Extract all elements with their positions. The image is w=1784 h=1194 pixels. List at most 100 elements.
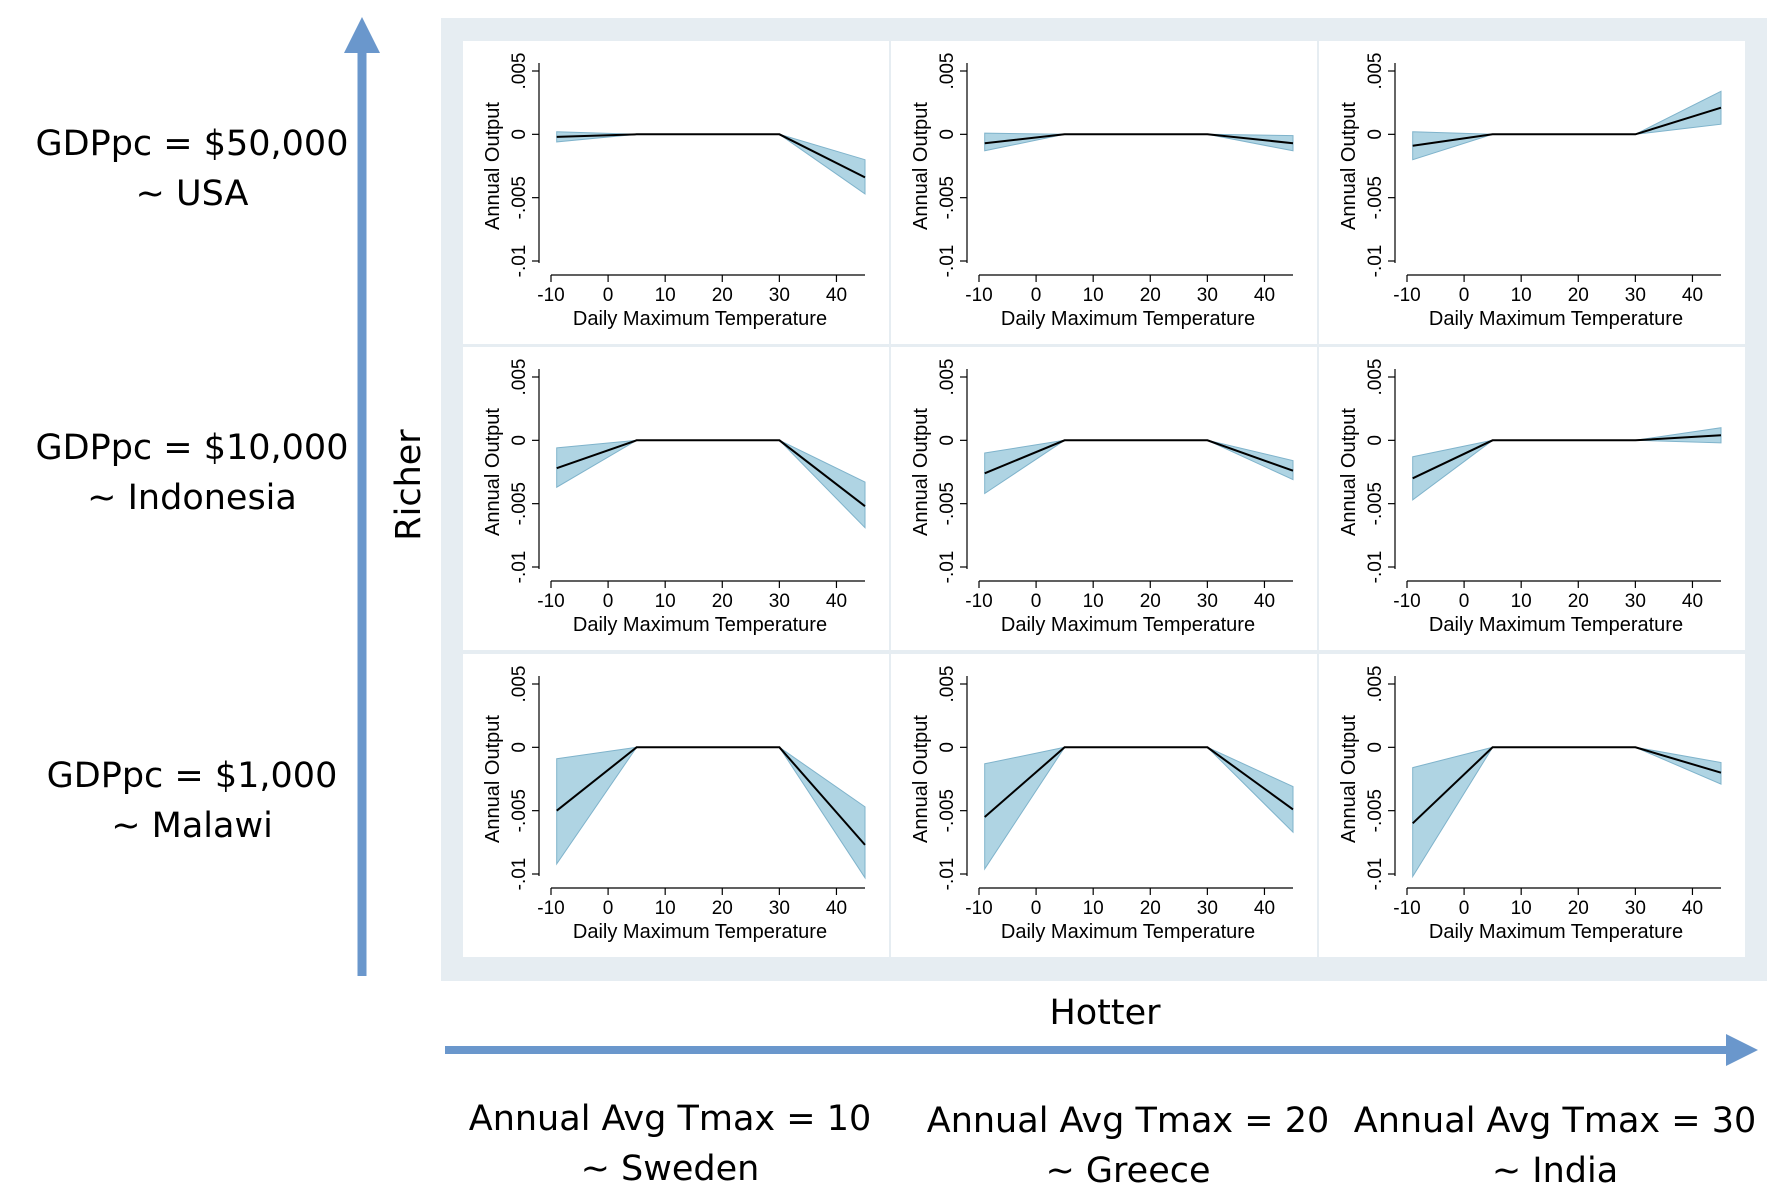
panel-r1-c3: -10 0 10 20 30 40 -.01 -.005 0 .005 Daily Maximum … (1319, 41, 1745, 344)
y-tick-label: 0 (1365, 742, 1386, 753)
x-tick-label: 40 (826, 898, 847, 919)
y-tick-label: -.01 (937, 245, 958, 278)
row-label-indonesia-gdp: GDPpc = $10,000 (36, 428, 349, 468)
x-axis-title: Daily Maximum Temperature (1001, 614, 1255, 636)
y-tick-label: -.005 (937, 789, 958, 832)
x-tick-label: -10 (1393, 285, 1420, 306)
x-tick-label: 30 (1625, 898, 1646, 919)
row-label-malawi-country: ~ Malawi (111, 806, 273, 846)
y-tick-label: 0 (937, 435, 958, 446)
y-tick-label: -.005 (937, 176, 958, 219)
y-tick-label: -.01 (937, 551, 958, 584)
x-tick-label: 10 (1083, 898, 1104, 919)
panel-r2-c3: -10 0 10 20 30 40 -.01 -.005 0 .005 Daily Maximum … (1319, 347, 1745, 650)
panel-background (1319, 41, 1745, 344)
x-tick-label: 0 (1031, 591, 1042, 612)
panel-r3-c3: -10 0 10 20 30 40 -.01 -.005 0 .005 Daily Maximum … (1319, 654, 1745, 957)
estimate-line (984, 133, 1294, 145)
col-label-india-tmax: Annual Avg Tmax = 30 (1354, 1101, 1756, 1141)
x-tick-label: 30 (769, 898, 790, 919)
x-tick-label: 30 (1625, 285, 1646, 306)
x-axis-title: Daily Maximum Temperature (573, 921, 827, 943)
y-axis-title: Annual Output (482, 715, 504, 843)
y-tick-label: .005 (1365, 666, 1386, 703)
x-axis-title: Daily Maximum Temperature (1429, 921, 1683, 943)
estimate-line (556, 746, 866, 846)
x-tick-label: 0 (1459, 591, 1470, 612)
x-tick-label: 10 (655, 591, 676, 612)
y-axis-title: Annual Output (1338, 102, 1360, 230)
x-tick-label: 0 (603, 591, 614, 612)
x-tick-label: 30 (1625, 591, 1646, 612)
x-axis-title: Daily Maximum Temperature (1001, 921, 1255, 943)
panel-background (891, 347, 1317, 650)
x-tick-label: -10 (965, 591, 992, 612)
panel-r3-c1: -10 0 10 20 30 40 -.01 -.005 0 .005 Daily Maximum … (463, 654, 889, 957)
x-tick-label: 10 (655, 285, 676, 306)
y-tick-label: 0 (937, 742, 958, 753)
x-tick-label: 20 (1568, 898, 1589, 919)
estimate-line (1412, 434, 1722, 480)
richer-axis-label: Richer (389, 429, 429, 541)
x-tick-label: 30 (1197, 898, 1218, 919)
y-tick-label: -.005 (509, 482, 530, 525)
x-axis-title: Daily Maximum Temperature (1001, 308, 1255, 330)
y-tick-label: .005 (509, 666, 530, 703)
y-tick-label: -.01 (1365, 551, 1386, 584)
y-tick-label: -.01 (1365, 858, 1386, 891)
y-tick-label: 0 (509, 129, 530, 140)
y-axis-title: Annual Output (1338, 715, 1360, 843)
panel-r2-c1: -10 0 10 20 30 40 -.01 -.005 0 .005 Daily Maximum … (463, 347, 889, 650)
panel-background (1319, 654, 1745, 957)
row-label-malawi: GDPpc = $1,000 ~ Malawi (47, 756, 338, 846)
y-tick-label: .005 (1365, 53, 1386, 90)
y-axis-title: Annual Output (482, 102, 504, 230)
panel-background (463, 41, 889, 344)
estimate-line (984, 746, 1294, 818)
x-tick-label: 20 (1140, 285, 1161, 306)
y-tick-label: -.005 (1365, 176, 1386, 219)
row-label-indonesia: GDPpc = $10,000 ~ Indonesia (36, 428, 349, 518)
panel-background (1319, 347, 1745, 650)
x-tick-label: 20 (1568, 591, 1589, 612)
y-tick-label: .005 (937, 359, 958, 396)
y-tick-label: -.01 (937, 858, 958, 891)
panel-background (891, 41, 1317, 344)
y-tick-label: .005 (937, 666, 958, 703)
y-tick-label: 0 (509, 742, 530, 753)
estimate-line (1412, 106, 1722, 147)
y-tick-label: -.01 (1365, 245, 1386, 278)
y-axis-title: Annual Output (910, 715, 932, 843)
y-tick-label: 0 (937, 129, 958, 140)
x-tick-label: 0 (603, 285, 614, 306)
x-tick-label: 0 (603, 898, 614, 919)
x-tick-label: -10 (1393, 898, 1420, 919)
col-label-sweden-country: ~ Sweden (581, 1149, 760, 1189)
x-tick-label: 0 (1031, 898, 1042, 919)
x-tick-label: 40 (1682, 898, 1703, 919)
x-tick-label: 10 (655, 898, 676, 919)
x-tick-label: -10 (537, 591, 564, 612)
y-tick-label: -.01 (509, 858, 530, 891)
x-tick-label: -10 (537, 285, 564, 306)
y-axis-title: Annual Output (1338, 408, 1360, 536)
y-tick-label: -.005 (1365, 482, 1386, 525)
x-axis-title: Daily Maximum Temperature (1429, 614, 1683, 636)
x-axis-title: Daily Maximum Temperature (573, 308, 827, 330)
y-tick-label: -.005 (937, 482, 958, 525)
row-label-usa-country: ~ USA (136, 174, 249, 214)
col-label-sweden: Annual Avg Tmax = 10 ~ Sweden (469, 1099, 871, 1189)
row-label-malawi-gdp: GDPpc = $1,000 (47, 756, 338, 796)
y-tick-label: 0 (1365, 129, 1386, 140)
panel-background (891, 654, 1317, 957)
x-tick-label: -10 (965, 285, 992, 306)
x-tick-label: 40 (1682, 591, 1703, 612)
x-tick-label: 0 (1459, 285, 1470, 306)
x-tick-label: 40 (826, 285, 847, 306)
col-label-greece-country: ~ Greece (1045, 1151, 1210, 1191)
x-tick-label: 20 (1140, 591, 1161, 612)
row-label-usa: GDPpc = $50,000 ~ USA (36, 124, 349, 214)
y-tick-label: -.005 (1365, 789, 1386, 832)
panel-r1-c2: -10 0 10 20 30 40 -.01 -.005 0 .005 Daily Maximum … (891, 41, 1317, 344)
panel-grid: -10 0 10 20 30 40 -.01 -.005 0 .005 Daily Maximum … (463, 41, 1745, 957)
